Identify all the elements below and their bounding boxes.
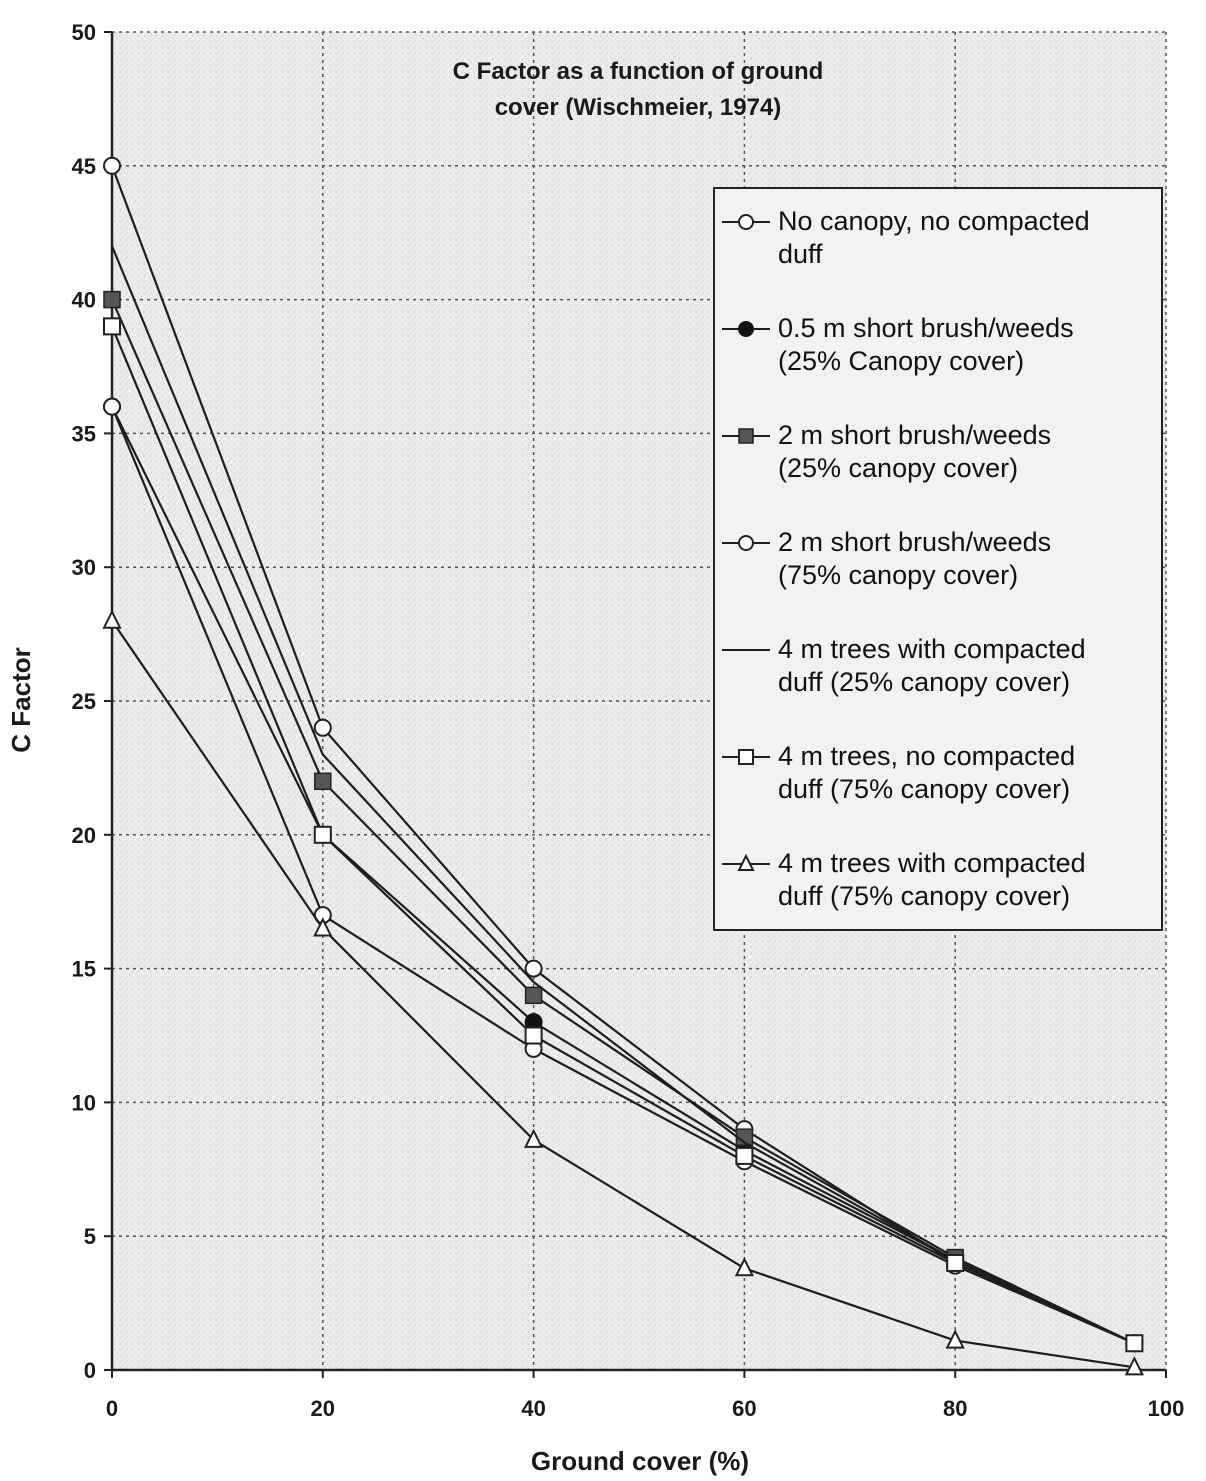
- y-tick-label: 5: [84, 1224, 96, 1249]
- data-point: [738, 321, 754, 337]
- chart-title-line-2: cover (Wischmeier, 1974): [495, 94, 782, 121]
- data-point: [102, 609, 122, 629]
- legend-label: 2 m short brush/weeds: [778, 420, 1051, 450]
- chart-title: C Factor as a function of ground cover (…: [453, 58, 824, 121]
- data-point: [103, 317, 121, 336]
- legend-label: (75% canopy cover): [778, 560, 1018, 590]
- legend-label: 0.5 m short brush/weeds: [778, 313, 1074, 343]
- data-point: [737, 853, 755, 871]
- y-tick-label: 35: [72, 421, 96, 446]
- data-point: [313, 917, 333, 937]
- data-point: [313, 825, 332, 844]
- legend-label: duff: [778, 239, 823, 269]
- series-6: [103, 317, 1144, 1353]
- legend-label: 4 m trees, no compacted: [778, 741, 1075, 771]
- x-tick-label: 100: [1148, 1396, 1185, 1421]
- series-5: [110, 245, 1135, 1345]
- data-point: [524, 986, 543, 1005]
- data-point: [103, 397, 121, 416]
- series-group: [102, 156, 1144, 1376]
- x-tick-label: 0: [106, 1396, 118, 1421]
- legend-label: 4 m trees with compacted: [778, 634, 1086, 664]
- series-7: [102, 609, 1144, 1376]
- y-tick-label: 45: [72, 154, 96, 179]
- legend-label: duff (75% canopy cover): [778, 881, 1070, 911]
- data-point: [524, 1026, 543, 1045]
- data-point: [738, 535, 754, 551]
- y-tick-label: 30: [72, 555, 96, 580]
- legend-label: 2 m short brush/weeds: [778, 527, 1051, 557]
- legend-entry-4: 2 m short brush/weeds(75% canopy cover): [722, 527, 1051, 590]
- data-point: [1124, 1356, 1144, 1376]
- data-point: [946, 1253, 965, 1272]
- y-tick-label: 25: [72, 689, 96, 714]
- series-line: [110, 325, 1135, 1345]
- y-tick-label: 0: [84, 1358, 96, 1383]
- data-point: [1125, 1334, 1144, 1353]
- series-line: [110, 406, 1135, 1345]
- legend-box: [713, 187, 1163, 931]
- x-tick-label: 80: [943, 1396, 967, 1421]
- data-point: [103, 156, 121, 175]
- data-point: [313, 718, 332, 737]
- data-point: [103, 290, 121, 309]
- data-point: [734, 1257, 755, 1277]
- data-point: [738, 214, 754, 230]
- series-line: [110, 299, 1135, 1345]
- legend-label: 4 m trees with compacted: [778, 848, 1086, 878]
- y-tick-label: 40: [72, 288, 96, 313]
- series-line: [110, 245, 1135, 1345]
- x-axis-label: Ground cover (%): [531, 1446, 749, 1476]
- legend-label: duff (25% canopy cover): [778, 667, 1070, 697]
- axes: 0 5 10 15 20 25 30 35 40 45 50 0 20 40 60 80 100: [72, 20, 1185, 1421]
- y-tick-label: 20: [72, 823, 96, 848]
- y-tick-label: 10: [72, 1090, 96, 1115]
- legend-label: (25% canopy cover): [778, 453, 1018, 483]
- legend-label: (25% Canopy cover): [778, 346, 1024, 376]
- legend-entry-3: 2 m short brush/weeds(25% canopy cover): [722, 420, 1051, 483]
- data-point: [314, 772, 332, 791]
- data-point: [738, 749, 754, 765]
- series-line: [111, 620, 1135, 1369]
- y-tick-label: 15: [72, 957, 96, 982]
- x-tick-label: 40: [521, 1396, 545, 1421]
- x-tick-label: 60: [732, 1396, 756, 1421]
- legend-label: duff (75% canopy cover): [778, 774, 1070, 804]
- data-point: [738, 428, 754, 444]
- x-tick-label: 20: [311, 1396, 335, 1421]
- legend-entry-2: 0.5 m short brush/weeds(25% Canopy cover…: [722, 313, 1074, 376]
- data-point: [523, 1128, 544, 1148]
- y-axis-label: C Factor: [6, 647, 36, 752]
- chart-title-line-1: C Factor as a function of ground: [453, 58, 824, 85]
- legend-label: No canopy, no compacted: [778, 206, 1090, 236]
- data-point: [945, 1329, 965, 1349]
- data-point: [735, 1146, 754, 1165]
- data-point: [524, 959, 543, 978]
- y-tick-label: 50: [72, 20, 96, 45]
